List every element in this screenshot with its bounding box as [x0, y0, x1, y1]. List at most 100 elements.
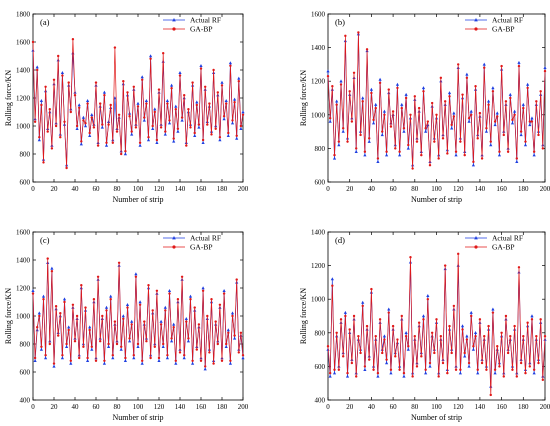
data-point	[75, 314, 79, 318]
data-point	[470, 113, 473, 117]
data-point	[92, 126, 96, 129]
data-point	[421, 86, 426, 90]
data-point	[463, 351, 466, 355]
series-line	[327, 253, 546, 396]
data-point	[233, 101, 236, 104]
data-point	[105, 309, 108, 312]
data-point	[178, 74, 182, 77]
data-point	[159, 319, 163, 323]
data-point	[515, 157, 518, 160]
data-point	[136, 101, 140, 105]
data-point	[138, 143, 142, 147]
data-point	[452, 111, 456, 115]
data-point	[65, 166, 68, 170]
y-axis-title: Rolling force/KN	[299, 288, 308, 344]
data-point	[149, 356, 152, 360]
data-point	[374, 334, 377, 338]
data-point	[465, 338, 469, 341]
data-point	[357, 31, 360, 34]
data-point	[355, 147, 358, 150]
data-point	[341, 129, 345, 133]
data-point	[42, 298, 45, 301]
data-point	[448, 95, 451, 98]
data-point	[537, 133, 540, 137]
data-point	[201, 286, 205, 290]
data-point	[539, 318, 542, 321]
data-point	[491, 311, 495, 314]
data-point	[482, 62, 486, 66]
data-point	[195, 103, 198, 107]
data-point	[382, 334, 387, 338]
data-point	[164, 309, 167, 312]
data-point	[489, 140, 492, 143]
data-point	[500, 64, 503, 68]
y-tick-label: 600	[20, 369, 31, 377]
data-point	[228, 61, 232, 65]
data-point	[126, 91, 129, 94]
x-tick-label: 100	[133, 185, 144, 193]
data-point	[206, 314, 209, 318]
series-line	[327, 34, 546, 166]
data-point	[167, 289, 172, 292]
data-point	[463, 354, 467, 358]
data-point	[439, 334, 443, 338]
series-ga-bp	[31, 257, 245, 368]
data-point	[452, 115, 456, 118]
data-point	[201, 289, 205, 292]
data-point	[132, 85, 135, 89]
data-point	[86, 356, 89, 360]
data-point	[203, 367, 207, 371]
data-point	[387, 311, 390, 314]
data-point	[467, 361, 471, 365]
data-point	[384, 361, 389, 365]
data-point	[210, 298, 213, 301]
data-point	[61, 354, 64, 357]
x-tick-label: 20	[51, 185, 59, 193]
data-point	[359, 351, 362, 355]
data-point	[389, 125, 393, 128]
data-point	[52, 362, 56, 365]
data-point	[102, 90, 106, 94]
y-tick-label: 1400	[311, 229, 326, 237]
data-point	[44, 354, 47, 357]
data-point	[195, 100, 199, 104]
data-point	[532, 150, 536, 153]
data-point	[103, 359, 106, 362]
data-point	[132, 354, 135, 357]
data-point	[147, 284, 150, 287]
y-tick-label: 600	[315, 179, 326, 187]
data-point	[214, 320, 217, 323]
data-point	[201, 141, 205, 144]
data-point	[123, 359, 127, 362]
data-point	[170, 337, 173, 340]
data-point	[487, 103, 490, 106]
data-point	[193, 134, 197, 137]
data-point	[470, 314, 473, 318]
legend-label: Actual RF	[190, 16, 221, 25]
y-tick-label: 1200	[311, 262, 326, 270]
data-point	[208, 351, 211, 354]
series-line	[32, 262, 244, 370]
data-point	[483, 66, 486, 69]
data-point	[483, 334, 486, 338]
data-point	[380, 133, 384, 137]
data-point	[191, 81, 194, 84]
data-point	[452, 304, 456, 308]
data-point	[185, 320, 188, 323]
data-point	[365, 324, 369, 328]
data-point	[145, 102, 148, 105]
legend-marker	[474, 18, 478, 22]
x-tick-label: 40	[368, 403, 376, 411]
x-tick-label: 0	[31, 403, 35, 411]
x-tick-label: 0	[326, 185, 330, 193]
data-point	[111, 141, 115, 144]
data-point	[69, 359, 73, 362]
y-tick-label: 800	[315, 329, 326, 337]
data-point	[532, 368, 536, 371]
legend-label: GA-BP	[492, 243, 515, 252]
x-tick-label: 140	[475, 403, 486, 411]
data-point	[361, 100, 364, 103]
data-point	[454, 368, 458, 371]
data-point	[128, 339, 132, 343]
data-point	[333, 153, 336, 157]
